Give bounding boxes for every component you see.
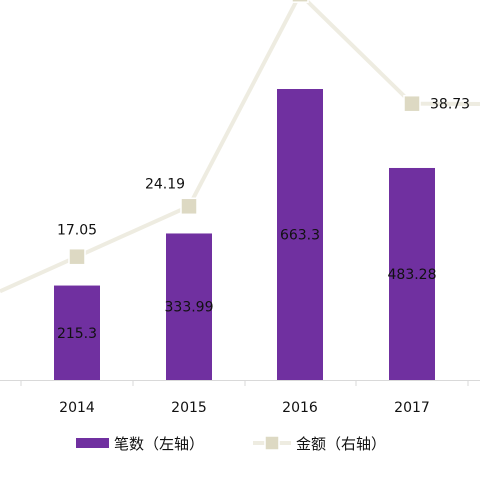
x-tick-label: 2017 <box>394 400 430 416</box>
x-tick-labels: 2014 2015 2016 2017 <box>59 400 430 416</box>
line-path <box>0 0 480 294</box>
bar-2015 <box>166 233 212 380</box>
line-series <box>0 0 480 294</box>
legend-bar-label: 笔数（左轴） <box>114 435 204 453</box>
x-tick-label: 2014 <box>59 400 95 416</box>
legend-bar-swatch <box>76 438 109 448</box>
bar-value-label: 483.28 <box>388 267 437 283</box>
line-marker-2016 <box>291 0 309 3</box>
line-value-label: 17.05 <box>57 223 97 239</box>
x-tick-label: 2016 <box>282 400 318 416</box>
bar-value-labels: 215.3 333.99 663.3 483.28 <box>57 228 437 342</box>
legend: 笔数（左轴） 金额（右轴） <box>76 435 386 453</box>
legend-line-marker <box>264 435 280 451</box>
line-value-label: 24.19 <box>145 176 185 192</box>
bar-2016 <box>277 89 323 380</box>
line-marker-2017 <box>403 94 421 113</box>
line-marker-2015 <box>180 197 198 216</box>
x-tick-label: 2015 <box>171 400 207 416</box>
line-value-label: 38.73 <box>430 97 470 113</box>
bar-value-label: 333.99 <box>165 300 214 316</box>
line-marker-2014 <box>68 247 86 266</box>
x-axis-ticks <box>20 380 469 386</box>
line-value-label: 54.25 <box>320 0 360 3</box>
bar-value-label: 663.3 <box>280 228 320 244</box>
bar-2014 <box>54 285 100 380</box>
legend-line-label: 金额（右轴） <box>296 435 386 453</box>
bar-2017 <box>389 167 435 380</box>
bar-series <box>54 89 435 380</box>
line-value-labels: 17.05 24.19 54.25 38.73 <box>57 0 470 239</box>
bar-value-label: 215.3 <box>57 326 97 342</box>
